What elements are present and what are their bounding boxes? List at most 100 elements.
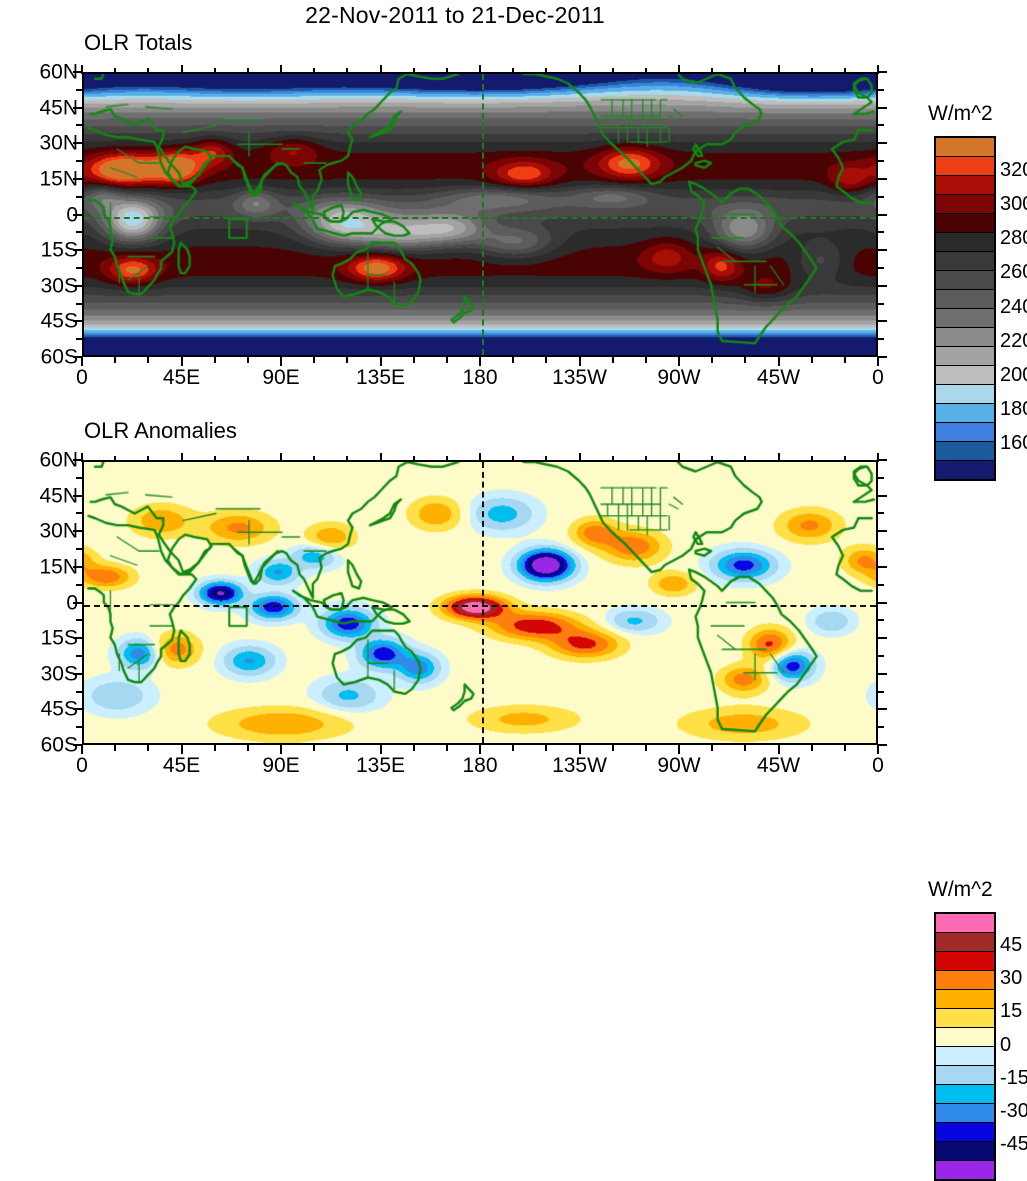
colorbar-band	[936, 914, 994, 933]
colorbar-tick-label: 45	[1000, 934, 1023, 957]
y-tick-major	[73, 565, 82, 568]
y-tick-major	[878, 494, 887, 497]
y-tick-minor	[878, 195, 884, 198]
x-tick-minor	[810, 357, 813, 363]
x-axis-ticks-top-anomalies	[81, 452, 879, 462]
y-tick-major	[73, 106, 82, 109]
colorbar-tick-label: 280	[1000, 227, 1027, 250]
x-tick-major	[479, 357, 481, 366]
x-tick-major	[578, 357, 581, 366]
y-tick-minor	[878, 338, 884, 341]
x-tick-minor	[114, 357, 117, 363]
y-tick-major	[73, 177, 82, 180]
x-tick-major	[180, 65, 183, 74]
y-tick-major	[73, 744, 82, 746]
y-tick-major	[73, 601, 82, 604]
x-tick-major	[877, 65, 879, 74]
x-tick-major	[578, 453, 581, 462]
colorbar-band	[936, 328, 994, 347]
x-tick-major	[81, 745, 83, 754]
x-tick-minor	[545, 357, 548, 363]
colorbar-band	[936, 290, 994, 309]
y-axis-label: 30S	[40, 274, 78, 298]
y-tick-minor	[76, 338, 82, 341]
x-axis-label: 0	[76, 754, 88, 777]
colorbar-band	[936, 1066, 994, 1085]
x-tick-minor	[346, 68, 349, 74]
y-tick-minor	[76, 654, 82, 657]
colorbar-tick-label: 180	[1000, 397, 1027, 420]
x-axis-label: 0	[76, 366, 88, 389]
x-tick-major	[777, 357, 780, 366]
y-axis-label: 45S	[40, 309, 78, 333]
y-axis-label: 30N	[39, 519, 78, 543]
x-tick-major	[777, 65, 780, 74]
y-tick-minor	[878, 583, 884, 586]
colorbar-band	[936, 1123, 994, 1142]
x-tick-major	[877, 357, 879, 366]
x-tick-minor	[512, 357, 515, 363]
y-axis-ticks-right-totals	[878, 71, 887, 358]
x-tick-minor	[611, 456, 614, 462]
colorbar-tick-label: 240	[1000, 295, 1027, 318]
colorbar-swatches-totals	[934, 136, 996, 481]
y-tick-major	[878, 601, 887, 604]
y-axis-label: 15S	[40, 238, 78, 262]
y-axis-label: 60N	[39, 448, 78, 472]
x-tick-minor	[412, 456, 415, 462]
x-tick-major	[379, 65, 382, 74]
x-axis-label: 90E	[262, 366, 300, 389]
x-tick-minor	[147, 456, 150, 462]
y-tick-major	[878, 708, 887, 711]
x-axis-label: 0	[872, 366, 884, 389]
y-tick-major	[73, 672, 82, 675]
x-tick-major	[479, 453, 481, 462]
x-tick-minor	[810, 68, 813, 74]
x-tick-major	[280, 745, 282, 754]
x-axis-label: 180	[462, 754, 498, 777]
colorbar-band	[936, 347, 994, 366]
y-tick-major	[73, 356, 82, 358]
colorbar-band	[936, 1104, 994, 1123]
colorbar-swatches-anomalies	[934, 912, 996, 1181]
x-tick-minor	[445, 68, 448, 74]
x-tick-minor	[545, 745, 548, 751]
x-tick-minor	[346, 745, 349, 751]
x-tick-minor	[711, 68, 714, 74]
x-tick-major	[81, 65, 83, 74]
x-tick-major	[81, 357, 83, 366]
x-tick-minor	[711, 357, 714, 363]
x-tick-major	[379, 453, 382, 462]
y-tick-minor	[76, 266, 82, 269]
x-tick-major	[180, 357, 183, 366]
colorbar-band	[936, 138, 994, 157]
x-tick-major	[777, 745, 780, 754]
x-tick-minor	[246, 745, 249, 751]
y-tick-major	[73, 708, 82, 711]
y-tick-major	[878, 249, 887, 252]
x-tick-minor	[843, 68, 846, 74]
colorbar-band	[936, 366, 994, 385]
y-tick-minor	[76, 195, 82, 198]
x-tick-minor	[644, 68, 647, 74]
colorbar-band	[936, 1047, 994, 1066]
y-tick-major	[73, 530, 82, 533]
figure-title: 22-Nov-2011 to 21-Dec-2011	[305, 2, 605, 28]
colorbar-tick-label: -30	[1000, 1099, 1027, 1122]
y-axis-label: 30S	[40, 662, 78, 686]
x-tick-minor	[246, 456, 249, 462]
colorbar-tick-label: 15	[1000, 1000, 1023, 1023]
x-tick-minor	[346, 357, 349, 363]
x-tick-minor	[114, 745, 117, 751]
y-tick-major	[878, 106, 887, 109]
y-axis-label: 15S	[40, 626, 78, 650]
x-tick-minor	[611, 357, 614, 363]
x-axis-label: 90W	[657, 366, 701, 389]
x-axis-label: 90E	[262, 754, 300, 777]
colorbar-band	[936, 442, 994, 461]
panel-title-olr-anomalies: OLR Anomalies	[84, 418, 237, 443]
x-axis-labels-anomalies: 0 45E 90E 135E 180 135W 90W 45W 0	[76, 749, 884, 783]
colorbar-band	[936, 1085, 994, 1104]
y-axis-label: 0	[2, 204, 78, 225]
